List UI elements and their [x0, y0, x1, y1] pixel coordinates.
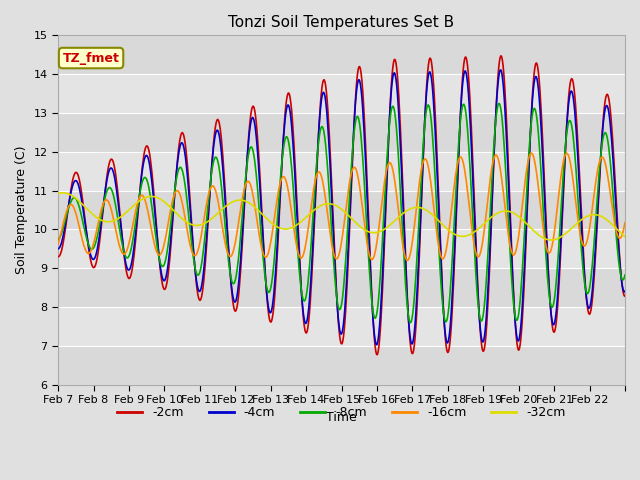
- -2cm: [225, 250, 233, 256]
- Bar: [58, 307, 625, 346]
- -2cm: [121, 257, 129, 263]
- Title: Tonzi Soil Temperatures Set B: Tonzi Soil Temperatures Set B: [228, 15, 454, 30]
- -32cm: [226, 201, 234, 206]
- -8cm: [621, 272, 629, 278]
- Bar: [58, 229, 625, 268]
- -8cm: [225, 261, 233, 266]
- -16cm: [253, 217, 260, 223]
- -2cm: [401, 234, 408, 240]
- Text: TZ_fmet: TZ_fmet: [63, 51, 120, 64]
- -8cm: [433, 201, 440, 207]
- -8cm: [495, 101, 503, 107]
- Bar: [58, 113, 625, 152]
- Line: -8cm: -8cm: [58, 104, 625, 323]
- -2cm: [373, 352, 381, 358]
- -32cm: [254, 207, 262, 213]
- Y-axis label: Soil Temperature (C): Soil Temperature (C): [15, 146, 28, 274]
- -8cm: [121, 251, 129, 257]
- Legend: -2cm, -4cm, -8cm, -16cm, -32cm: -2cm, -4cm, -8cm, -16cm, -32cm: [113, 401, 571, 424]
- -16cm: [527, 150, 535, 156]
- -32cm: [621, 234, 629, 240]
- -32cm: [122, 210, 129, 216]
- Bar: [58, 36, 625, 74]
- -2cm: [497, 53, 505, 59]
- Line: -32cm: -32cm: [58, 193, 625, 240]
- -4cm: [401, 244, 408, 250]
- -16cm: [54, 241, 62, 247]
- -16cm: [404, 257, 412, 263]
- Bar: [58, 268, 625, 307]
- -16cm: [225, 252, 233, 258]
- Bar: [58, 74, 625, 113]
- -4cm: [621, 288, 629, 294]
- -2cm: [54, 254, 62, 260]
- -4cm: [373, 342, 381, 348]
- -16cm: [433, 228, 440, 234]
- -8cm: [54, 237, 62, 243]
- -32cm: [59, 190, 67, 196]
- -8cm: [275, 203, 282, 209]
- -8cm: [253, 179, 260, 184]
- Line: -16cm: -16cm: [58, 153, 625, 260]
- X-axis label: Time: Time: [326, 411, 357, 424]
- -16cm: [121, 251, 129, 257]
- -16cm: [621, 220, 629, 226]
- -4cm: [433, 157, 440, 163]
- Bar: [58, 191, 625, 229]
- -16cm: [400, 249, 408, 255]
- Line: -2cm: -2cm: [58, 56, 625, 355]
- -4cm: [275, 222, 282, 228]
- -32cm: [547, 237, 555, 243]
- -4cm: [225, 253, 233, 259]
- -2cm: [253, 127, 260, 132]
- Bar: [58, 346, 625, 385]
- -2cm: [433, 140, 440, 146]
- -4cm: [121, 254, 129, 260]
- -8cm: [400, 257, 408, 263]
- -16cm: [275, 189, 282, 195]
- Bar: [58, 152, 625, 191]
- -4cm: [54, 246, 62, 252]
- -4cm: [253, 141, 260, 147]
- Line: -4cm: -4cm: [58, 70, 625, 345]
- -32cm: [401, 209, 408, 215]
- -4cm: [497, 67, 505, 73]
- -8cm: [407, 320, 415, 325]
- -2cm: [275, 231, 282, 237]
- -32cm: [433, 216, 440, 221]
- -2cm: [621, 293, 629, 299]
- -32cm: [54, 191, 62, 196]
- -32cm: [275, 225, 283, 231]
